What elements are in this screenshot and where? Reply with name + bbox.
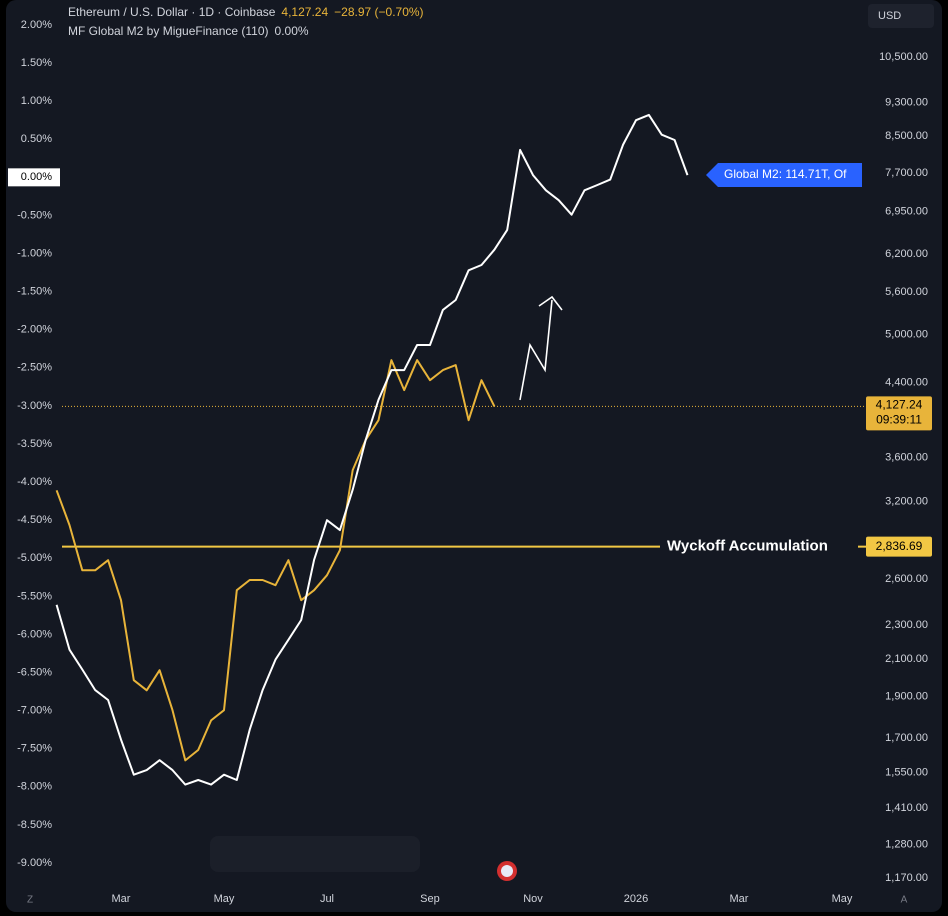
y2-tick-highlight [8, 168, 60, 187]
level-label-box [866, 536, 932, 557]
y2-tick-label: -2.00% [17, 324, 52, 336]
blur-patch [210, 836, 420, 872]
y-tick-label: 4,400.00 [885, 376, 928, 388]
y-tick-label: 5,600.00 [885, 286, 928, 298]
corner-button[interactable]: A [901, 895, 908, 906]
last-price: 4,127.24 [281, 5, 329, 19]
y2-tick-label: -4.50% [17, 514, 52, 526]
y2-tick-label: -8.50% [17, 819, 52, 831]
y2-tick-label: -7.00% [17, 705, 52, 717]
y2-tick-label: 0.00% [21, 171, 52, 183]
y2-tick-label: -1.00% [17, 247, 52, 259]
y2-tick-label: -5.50% [17, 590, 52, 602]
y2-tick-label: -3.50% [17, 438, 52, 450]
y2-tick-label: -3.00% [17, 400, 52, 412]
x-tick-label: May [214, 893, 235, 905]
y-tick-label: 1,550.00 [885, 767, 928, 779]
x-tick-label: 2026 [624, 893, 648, 905]
y-tick-label: 1,410.00 [885, 802, 928, 814]
y2-tick-label: -6.00% [17, 628, 52, 640]
currency-box[interactable] [868, 4, 934, 28]
y-tick-label: 1,700.00 [885, 732, 928, 744]
price-label-box [866, 396, 932, 431]
corner-button[interactable]: Z [27, 895, 33, 906]
y2-tick-label: -7.50% [17, 743, 52, 755]
y-tick-label: 3,600.00 [885, 451, 928, 463]
level-label: 2,836.69 [876, 539, 923, 553]
header-line-2: MF Global M2 by MigueFinance (110) 0.00% [68, 24, 309, 38]
series-line [55, 359, 496, 762]
header-line-1: Ethereum / U.S. Dollar · 1D · Coinbase 4… [68, 5, 424, 19]
y-tick-label: 1,280.00 [885, 838, 928, 850]
indicator-value: 0.00% [274, 24, 309, 38]
y-tick-label: 2,600.00 [885, 573, 928, 585]
y-tick-label: 8,500.00 [885, 130, 928, 142]
symbol: Ethereum / U.S. Dollar · 1D · Coinbase [68, 5, 276, 19]
x-tick-label: Mar [729, 893, 748, 905]
y-tick-label: 10,500.00 [879, 51, 928, 63]
level-text: Wyckoff Accumulation [667, 538, 828, 555]
x-tick-label: Mar [111, 893, 130, 905]
y-tick-label: 7,700.00 [885, 167, 928, 179]
y2-tick-label: -1.50% [17, 286, 52, 298]
y-tick-label: 6,950.00 [885, 205, 928, 217]
currency[interactable]: USD [878, 10, 901, 22]
arrow-head [538, 295, 563, 311]
x-tick-label: Sep [420, 893, 440, 905]
y2-tick-label: -9.00% [17, 857, 52, 869]
y-tick-label: 3,200.00 [885, 495, 928, 507]
y2-tick-label: -4.00% [17, 476, 52, 488]
arrow [519, 299, 553, 401]
indicator: MF Global M2 by MigueFinance (110) [68, 24, 269, 38]
y2-tick-label: -2.50% [17, 362, 52, 374]
flag-icon-inner [501, 865, 513, 877]
y-tick-label: 1,900.00 [885, 690, 928, 702]
y2-tick-label: -6.50% [17, 666, 52, 678]
y-tick-label: 2,300.00 [885, 619, 928, 631]
y-tick-label: 2,100.00 [885, 653, 928, 665]
x-tick-label: Jul [320, 893, 334, 905]
y2-tick-label: -0.50% [17, 209, 52, 221]
m2-tag [706, 163, 862, 188]
m2-label: Global M2: 114.71T, Of [724, 167, 847, 181]
panel [6, 0, 942, 912]
x-tick-label: Nov [523, 893, 543, 905]
y2-tick-label: -8.00% [17, 781, 52, 793]
y2-tick-label: 0.50% [21, 133, 52, 145]
y-tick-label: 6,200.00 [885, 248, 928, 260]
y-tick-label: 9,300.00 [885, 96, 928, 108]
y-tick-label: 1,170.00 [885, 872, 928, 884]
change: −28.97 (−0.70%) [334, 5, 424, 19]
y2-tick-label: -5.00% [17, 552, 52, 564]
y2-tick-label: 1.00% [21, 95, 52, 107]
y2-tick-label: 2.00% [21, 19, 52, 31]
series-line [55, 113, 689, 786]
price-label: 4,127.24 [876, 398, 923, 412]
x-tick-label: May [832, 893, 853, 905]
y2-tick-label: 1.50% [21, 57, 52, 69]
countdown: 09:39:11 [876, 413, 922, 427]
y-tick-label: 5,000.00 [885, 328, 928, 340]
